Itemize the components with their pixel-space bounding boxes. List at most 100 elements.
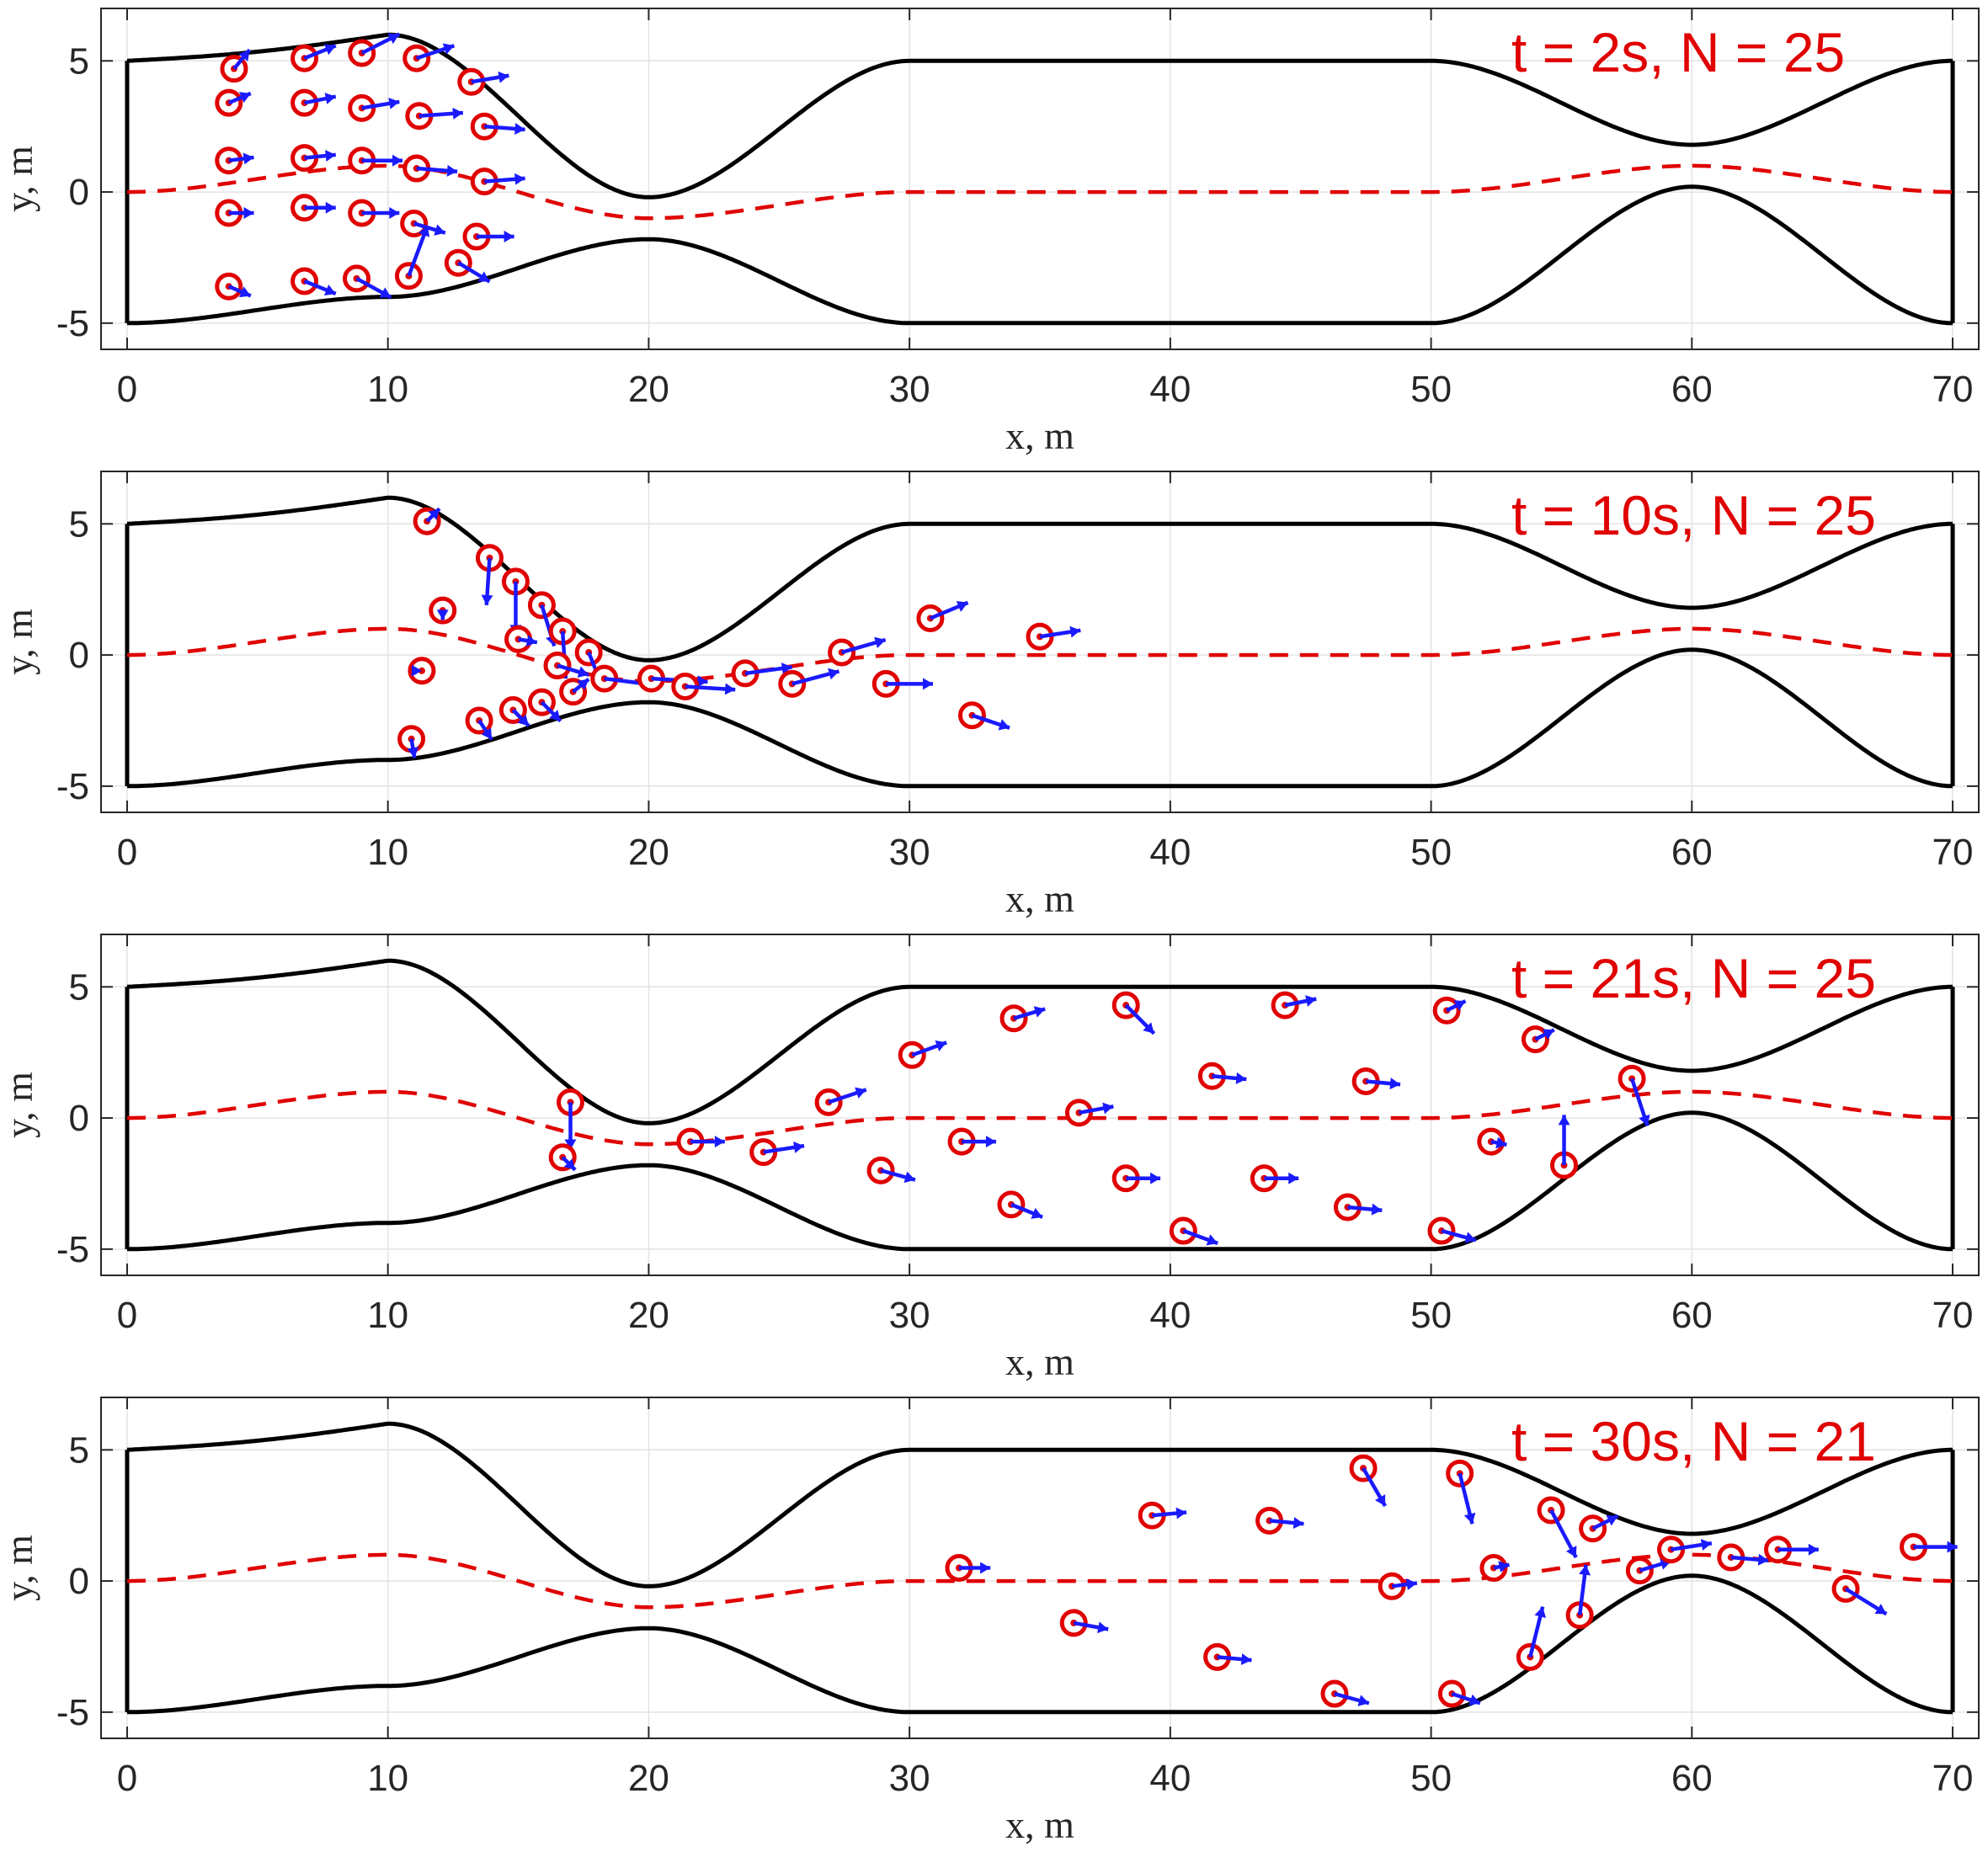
- agent: [1446, 1459, 1476, 1525]
- panel-title: t = 21s, N = 25: [1511, 947, 1876, 1009]
- x-tick-label: 60: [1671, 832, 1713, 873]
- velocity-arrowhead: [563, 1158, 576, 1170]
- agent: [408, 657, 436, 685]
- velocity-arrowhead: [389, 207, 400, 219]
- velocity-arrowhead: [714, 1136, 725, 1148]
- reference-path: [127, 626, 1953, 684]
- velocity-arrowhead: [324, 44, 336, 56]
- agent: [457, 67, 509, 96]
- x-tick-label: 0: [117, 832, 137, 873]
- agent: [866, 1156, 916, 1184]
- x-tick-label: 20: [628, 1295, 669, 1336]
- x-tick-label: 70: [1932, 832, 1974, 873]
- velocity-arrowhead: [998, 719, 1010, 731]
- agent: [470, 112, 525, 141]
- velocity-arrowhead: [238, 50, 250, 61]
- y-tick-label: -5: [56, 1692, 89, 1733]
- agent: [999, 1004, 1046, 1033]
- x-axis-label: x, m: [1005, 1340, 1074, 1383]
- agent: [413, 507, 441, 535]
- agent: [945, 1554, 991, 1582]
- agent: [1437, 1679, 1481, 1708]
- velocity-arrowhead: [1292, 1517, 1304, 1530]
- x-tick-label: 0: [117, 1295, 137, 1336]
- panel-title: t = 10s, N = 25: [1511, 484, 1876, 546]
- velocity-arrowhead: [1357, 1695, 1369, 1706]
- x-tick-label: 10: [367, 1758, 408, 1799]
- agent: [1169, 1216, 1219, 1246]
- y-tick-label: 0: [69, 1098, 89, 1139]
- velocity-arrowhead: [504, 231, 514, 243]
- agent: [465, 706, 493, 741]
- velocity-arrowhead: [324, 284, 336, 295]
- velocity-arrowhead: [525, 635, 537, 647]
- x-tick-label: 30: [889, 369, 930, 410]
- x-tick-label: 10: [367, 832, 408, 873]
- x-tick-label: 60: [1671, 369, 1713, 410]
- velocity-arrowhead: [407, 747, 419, 758]
- velocity-arrowhead: [923, 678, 934, 690]
- agent: [1831, 1574, 1888, 1616]
- velocity-arrowhead: [1069, 625, 1081, 638]
- velocity-arrowhead: [514, 173, 525, 185]
- axes-box: [100, 8, 1980, 350]
- velocity-arrowhead: [1565, 1546, 1577, 1558]
- x-tick-label: 0: [117, 1758, 137, 1799]
- agent: [557, 1088, 584, 1150]
- agent: [405, 102, 464, 130]
- y-tick-label: -5: [56, 766, 89, 807]
- velocity-arrowhead: [855, 1087, 866, 1099]
- velocity-arrowhead: [549, 710, 561, 721]
- velocity-arrowhead: [324, 93, 336, 104]
- velocity-arrowhead: [1102, 1102, 1114, 1115]
- agent: [1657, 1535, 1713, 1564]
- velocity-arrowhead: [1374, 1494, 1386, 1506]
- agent: [749, 1138, 805, 1167]
- panel-3: 0 10 20 30 40 50 60 70 -5 0 5 x, m y, m t = 21s, N = …: [0, 934, 1980, 1383]
- x-tick-label: 50: [1410, 369, 1452, 410]
- velocity-arrowhead: [577, 679, 589, 690]
- agent: [527, 688, 562, 723]
- velocity-arrowhead: [379, 287, 392, 298]
- agent: [559, 677, 590, 706]
- x-tick-label: 10: [367, 369, 408, 410]
- lower-wall: [127, 1110, 1953, 1252]
- x-axis-label: x, m: [1005, 877, 1074, 920]
- velocity-arrowhead: [442, 43, 455, 55]
- x-tick-label: 20: [628, 369, 669, 410]
- agent: [1255, 1506, 1304, 1535]
- agent: [220, 48, 252, 83]
- velocity-arrowhead: [1639, 1114, 1650, 1126]
- agent: [402, 43, 456, 72]
- agent: [1333, 1193, 1383, 1221]
- reference-path: [127, 1552, 1953, 1610]
- x-tick-label: 50: [1410, 1758, 1452, 1799]
- velocity-arrowhead: [388, 97, 400, 109]
- agent: [1250, 1164, 1299, 1193]
- y-tick-label: -5: [56, 303, 89, 344]
- velocity-arrowhead: [956, 600, 968, 612]
- reference-path: [127, 1089, 1953, 1147]
- velocity-arrowhead: [724, 683, 736, 695]
- velocity-arrowhead: [1463, 1512, 1476, 1525]
- agent: [676, 1127, 725, 1156]
- axes-box: [100, 471, 1980, 813]
- agent: [498, 696, 530, 727]
- velocity-arrowhead: [1495, 1136, 1507, 1149]
- velocity-arrowhead: [238, 286, 251, 298]
- axes-box: [100, 934, 1980, 1276]
- agent: [429, 596, 457, 625]
- velocity-arrowhead: [564, 1139, 577, 1150]
- velocity-arrowhead: [1579, 1564, 1591, 1576]
- agent: [470, 168, 525, 196]
- velocity-arrowhead: [935, 1040, 947, 1052]
- velocity-arrowhead: [1874, 1604, 1887, 1615]
- velocity-arrowhead: [1406, 1578, 1417, 1591]
- velocity-arrowhead: [481, 727, 492, 740]
- agent: [290, 44, 337, 72]
- velocity-arrowhead: [418, 225, 430, 237]
- agent: [1203, 1642, 1252, 1671]
- agent: [215, 272, 252, 301]
- agent: [290, 267, 337, 296]
- y-axis-label: y, m: [0, 146, 40, 212]
